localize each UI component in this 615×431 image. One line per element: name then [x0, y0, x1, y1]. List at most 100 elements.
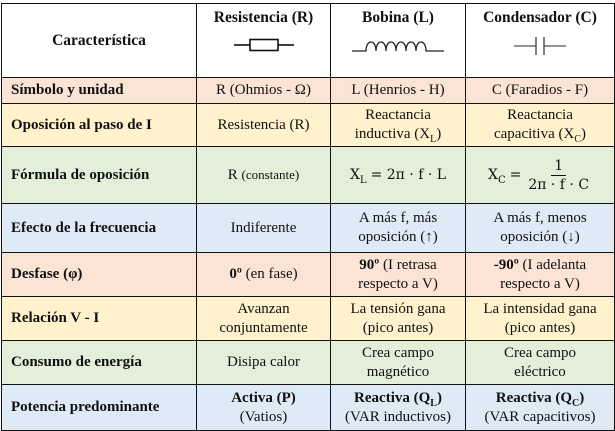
- text-line: Crea campo: [503, 344, 577, 361]
- text-line: conjuntamente: [219, 319, 308, 336]
- row-label: Desfase (φ): [1, 252, 197, 297]
- cell-inductor: Reactancia inductiva (XL): [330, 103, 466, 147]
- text-line: A más f, menos: [493, 210, 587, 226]
- subscript: L: [430, 134, 437, 145]
- power-unit: (Vatios): [239, 408, 288, 425]
- cell-capacitor: Reactiva (QC) (VAR capacitivos): [465, 384, 615, 431]
- phase-value: 90º: [359, 256, 380, 273]
- formula-lhs: X: [487, 166, 498, 183]
- formula-equals: =: [509, 166, 522, 183]
- cell-resistor: R (Ohmios - Ω): [196, 77, 331, 104]
- text-end: ): [436, 389, 442, 406]
- cell-inductor: 90º (I retrasa respecto a V): [330, 252, 466, 297]
- text-line: oposición (↓): [500, 229, 580, 245]
- subscript: C: [572, 397, 580, 409]
- text-line: Crea campo: [361, 344, 435, 361]
- text-line: Reactancia: [365, 107, 431, 123]
- cell-resistor: Activa (P) (Vatios): [196, 384, 331, 431]
- text-end: ): [579, 389, 585, 406]
- header-capacitor-label: Condensador (C): [483, 9, 597, 26]
- cell-capacitor: C (Faradios - F): [465, 77, 615, 104]
- row-label: Consumo de energía: [1, 340, 197, 385]
- formula-note: (constante): [241, 167, 300, 182]
- fraction: 1 2π · f · C: [525, 157, 592, 194]
- cell-resistor: Indiferente: [196, 203, 331, 253]
- inductive-reactance-formula: XL = 2π · f · L: [350, 166, 446, 185]
- text-line: La tensión gana: [350, 300, 446, 317]
- text-line: (pico antes): [504, 319, 576, 336]
- cell-capacitor: Reactancia capacitiva (XC): [465, 103, 615, 147]
- row-symbol-unit: Símbolo y unidad R (Ohmios - Ω) L (Henri…: [1, 77, 615, 104]
- phase-value: 0º: [229, 266, 242, 282]
- text-line: Reactancia: [507, 107, 573, 123]
- text-line: magnético: [366, 363, 430, 380]
- header-inductor-label: Bobina (L): [362, 9, 434, 26]
- subscript: L: [359, 174, 367, 186]
- row-vi-relation: Relación V - I Avanzan conjuntamente La …: [1, 296, 615, 341]
- cell-inductor: Reactiva (QL) (VAR inductivos): [330, 384, 466, 431]
- row-energy: Consumo de energía Disipa calor Crea cam…: [1, 340, 615, 385]
- cell-inductor: L (Henrios - H): [330, 77, 466, 104]
- text-line: A más f, más: [358, 210, 438, 226]
- row-power: Potencia predominante Activa (P) (Vatios…: [1, 384, 615, 431]
- capacitor-symbol-icon: [514, 37, 566, 55]
- cell-resistor: Avanzan conjuntamente: [196, 296, 331, 341]
- header-capacitor: Condensador (C): [465, 3, 615, 78]
- cell-inductor: A más f, más oposición (↑): [330, 203, 466, 253]
- text-line: (en fase): [241, 266, 298, 282]
- text-line: (I retrasa: [379, 256, 437, 273]
- row-frequency: Efecto de la frecuencia Indiferente A má…: [1, 203, 615, 253]
- cell-inductor: Crea campo magnético: [330, 340, 466, 385]
- power-unit: (VAR capacitivos): [484, 408, 596, 425]
- cell-capacitor: -90º (I adelanta respecto a V): [465, 252, 615, 297]
- comparison-table: Característica Resistencia (R) Bobina (L…: [1, 3, 615, 431]
- subscript: C: [497, 174, 506, 186]
- header-inductor: Bobina (L): [330, 3, 466, 78]
- row-label: Símbolo y unidad: [1, 77, 197, 104]
- header-row: Característica Resistencia (R) Bobina (L…: [1, 3, 615, 78]
- cell-inductor: La tensión gana (pico antes): [330, 296, 466, 341]
- row-formula: Fórmula de oposición R (constante) XL = …: [1, 146, 615, 204]
- cell-resistor: Disipa calor: [196, 340, 331, 385]
- inductor-symbol-icon: [352, 41, 444, 52]
- row-label: Relación V - I: [1, 296, 197, 341]
- cell-capacitor: Crea campo eléctrico: [465, 340, 615, 385]
- subscript: L: [430, 397, 437, 409]
- row-label: Oposición al paso de I: [1, 103, 197, 147]
- text-line: (pico antes): [362, 319, 434, 336]
- power-unit: (VAR inductivos): [345, 408, 451, 425]
- text-line: Avanzan: [237, 300, 290, 317]
- denominator: 2π · f · C: [528, 176, 590, 193]
- capacitive-reactance-formula: XC = 1 2π · f · C: [488, 157, 592, 194]
- formula-rhs: = 2π · f · L: [370, 166, 447, 183]
- row-label: Efecto de la frecuencia: [1, 203, 197, 253]
- text-line: oposición (↑): [358, 229, 438, 245]
- power-type: Reactiva (Q: [495, 389, 572, 406]
- text-line: La intensidad gana: [483, 300, 597, 317]
- row-label: Fórmula de oposición: [1, 146, 197, 204]
- cell-resistor: Resistencia (R): [196, 103, 331, 147]
- power-type: Activa (P): [231, 389, 296, 406]
- numerator: 1: [551, 157, 567, 176]
- text-end: ): [581, 126, 587, 142]
- cell-capacitor: XC = 1 2π · f · C: [465, 146, 615, 204]
- header-resistor: Resistencia (R): [196, 3, 331, 78]
- cell-capacitor: A más f, menos oposición (↓): [465, 203, 615, 253]
- row-label: Potencia predominante: [1, 384, 197, 431]
- row-phase: Desfase (φ) 0º (en fase) 90º (I retrasa …: [1, 252, 615, 297]
- text-line: respecto a V): [358, 275, 438, 292]
- resistor-symbol-icon: [233, 38, 294, 52]
- text-line: inductiva (X: [354, 126, 431, 142]
- text-line: respecto a V): [500, 275, 580, 292]
- header-characteristic: Característica: [1, 3, 197, 78]
- cell-resistor: R (constante): [196, 146, 331, 204]
- row-opposition: Oposición al paso de I Resistencia (R) R…: [1, 103, 615, 147]
- cell-resistor: 0º (en fase): [196, 252, 331, 297]
- subscript: C: [574, 134, 582, 145]
- text-line: (I adelanta: [518, 256, 587, 273]
- formula-symbol: R: [227, 167, 238, 183]
- formula-lhs: X: [349, 166, 360, 183]
- header-resistor-label: Resistencia (R): [213, 9, 314, 26]
- phase-value: -90º: [493, 256, 519, 273]
- text-line: eléctrico: [514, 363, 566, 380]
